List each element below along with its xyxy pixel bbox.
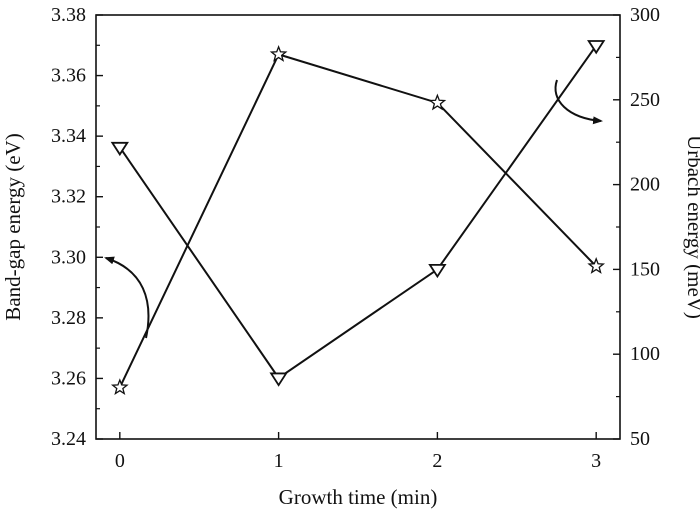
y-left-tick-label: 3.36 [51,65,86,87]
series-left-star-point [587,257,606,274]
series-left-star-point [110,378,129,396]
y-left-tick-label: 3.34 [51,125,86,147]
ticks-layer: 0 1 2 3 3.24 3.26 3.28 3.30 3.32 3.34 3.36 3.38 50 10… [51,4,660,472]
series-layer [110,40,606,396]
y-left-tick-label: 3.26 [51,367,86,389]
y-right-tick-label: 150 [630,258,660,280]
x-tick-label: 3 [591,450,601,472]
y-axis-left-title: Band-gap energy (eV) [1,133,25,320]
series-right-triangle-point [269,372,288,387]
y-right-tick-label: 200 [630,174,660,196]
y-right-tick-label: 100 [630,343,660,365]
x-tick-label: 1 [274,450,284,472]
series-left-star-point [269,45,288,62]
y-left-tick-label: 3.30 [51,246,86,268]
y-right-tick-label: 250 [630,89,660,111]
series-right-line [118,44,597,380]
series-right-triangle-point [110,141,129,157]
y-axis-right-title: Urbach energy (meV) [683,135,700,319]
x-tick-label: 0 [115,450,125,472]
x-tick-label: 2 [432,450,442,472]
series-left-line [118,53,597,388]
y-left-tick-label: 3.28 [51,307,86,329]
y-right-tick-label: 50 [630,428,650,450]
y-left-tick-label: 3.38 [51,4,86,26]
y-right-tick-label: 300 [630,4,660,26]
x-axis-title: Growth time (min) [279,485,438,509]
y-left-tick-label: 3.32 [51,186,86,208]
series-right-triangle-point [428,264,447,279]
series-left-star-point [428,93,447,111]
left-axis-annotation-arrow [104,256,150,339]
series-right-triangle-point [587,40,606,55]
right-axis-annotation-arrow [554,79,603,125]
y-left-tick-label: 3.24 [51,428,86,450]
